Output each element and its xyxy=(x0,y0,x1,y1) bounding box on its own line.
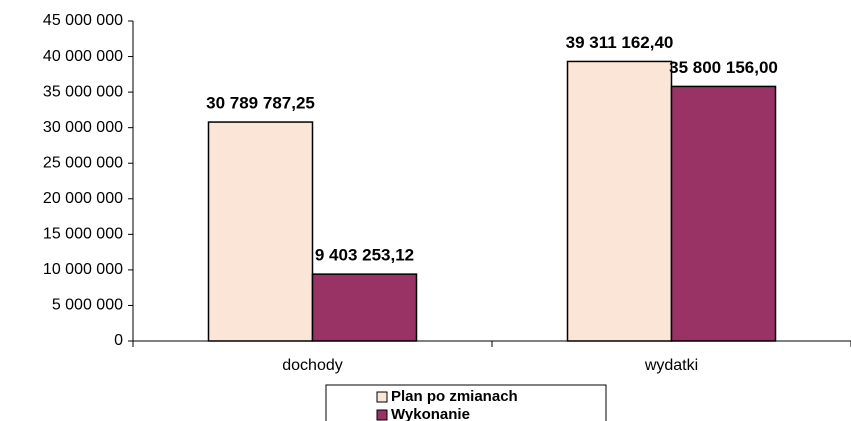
data-label: 9 403 253,12 xyxy=(315,246,414,265)
legend-label: Wykonanie xyxy=(391,406,470,421)
y-tick-label: 5 000 000 xyxy=(52,297,123,314)
data-label: 39 311 162,40 xyxy=(566,33,674,52)
y-tick-label: 40 000 000 xyxy=(43,48,123,65)
y-tick-label: 30 000 000 xyxy=(43,119,123,136)
bar xyxy=(566,60,673,342)
x-tick-label: dochody xyxy=(282,357,343,374)
y-tick-label: 35 000 000 xyxy=(43,83,123,100)
legend-box xyxy=(325,384,607,421)
legend-swatch xyxy=(376,409,388,421)
y-tick-label: 15 000 000 xyxy=(43,226,123,243)
data-label: 30 789 787,25 xyxy=(206,94,315,113)
y-tick-label: 25 000 000 xyxy=(43,154,123,171)
y-tick-label: 20 000 000 xyxy=(43,190,123,207)
y-tick-label: 10 000 000 xyxy=(43,261,123,278)
x-tick-label: wydatki xyxy=(644,357,698,374)
legend-label: Plan po zmianach xyxy=(391,388,518,405)
y-tick-label: 45 000 000 xyxy=(43,12,123,29)
bar xyxy=(670,85,777,342)
bar xyxy=(207,121,314,342)
data-label: 35 800 156,00 xyxy=(669,58,778,77)
bar xyxy=(311,273,418,342)
legend-swatch xyxy=(376,391,388,403)
y-tick-label: 0 xyxy=(114,332,123,349)
